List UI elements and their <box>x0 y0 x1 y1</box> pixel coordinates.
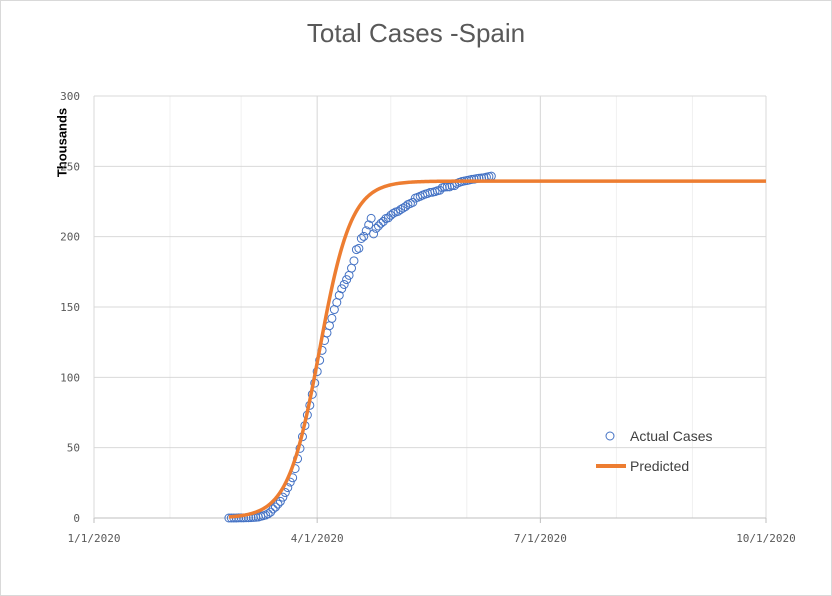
major-gridlines <box>93 95 767 518</box>
y-tick-label: 100 <box>60 371 80 384</box>
predicted-series <box>228 179 767 519</box>
x-tick-label: 7/1/2020 <box>514 532 567 545</box>
data-point-actual <box>268 504 278 514</box>
data-point-actual <box>393 206 403 216</box>
legend: Actual Cases Predicted <box>596 428 712 474</box>
x-tick-label: 1/1/2020 <box>68 532 121 545</box>
legend-label-predicted: Predicted <box>630 458 689 474</box>
x-tick-label: 10/1/2020 <box>736 532 796 545</box>
y-tick-label: 250 <box>60 160 80 173</box>
axes <box>93 96 767 523</box>
data-point-actual <box>324 321 334 331</box>
x-tick-label: 4/1/2020 <box>291 532 344 545</box>
data-point-actual <box>351 245 361 255</box>
data-point-actual <box>364 220 374 230</box>
data-point-actual <box>361 226 371 236</box>
data-point-actual <box>261 510 271 520</box>
y-tick-label: 150 <box>60 301 80 314</box>
predicted-line <box>228 179 767 519</box>
chart-title: Total Cases -Spain <box>306 18 526 48</box>
data-point-actual <box>435 185 445 195</box>
y-tick-label: 200 <box>60 231 80 244</box>
y-tick-label: 50 <box>67 442 80 455</box>
data-point-actual <box>354 243 364 253</box>
data-point-actual <box>327 313 337 323</box>
y-tick-label: 0 <box>73 512 80 525</box>
data-point-actual <box>366 213 376 223</box>
tick-labels: 0 50 100 150 200 250 300 1/1/2020 4/1/2020 7/1/20… <box>60 90 796 545</box>
data-point-actual <box>386 210 396 220</box>
data-point-actual <box>388 208 398 218</box>
data-point-actual <box>396 205 406 215</box>
data-point-actual <box>266 507 276 517</box>
actual-cases-series <box>224 171 496 523</box>
data-point-actual <box>371 223 381 233</box>
data-point-actual <box>383 213 393 223</box>
data-point-actual <box>339 279 349 289</box>
data-point-actual <box>400 202 410 212</box>
legend-marker-actual <box>605 431 615 441</box>
legend-label-actual: Actual Cases <box>630 428 712 444</box>
data-point-actual <box>347 263 357 273</box>
data-point-actual <box>349 256 359 266</box>
data-point-actual <box>356 233 366 243</box>
data-point-actual <box>263 509 273 519</box>
data-point-actual <box>278 492 288 502</box>
data-point-actual <box>376 218 386 228</box>
data-point-actual <box>373 221 383 231</box>
data-point-actual <box>270 502 280 512</box>
data-point-actual <box>273 499 283 509</box>
data-point-actual <box>334 290 344 300</box>
y-tick-label: 300 <box>60 90 80 103</box>
data-point-actual <box>359 231 369 241</box>
data-point-actual <box>369 229 379 239</box>
